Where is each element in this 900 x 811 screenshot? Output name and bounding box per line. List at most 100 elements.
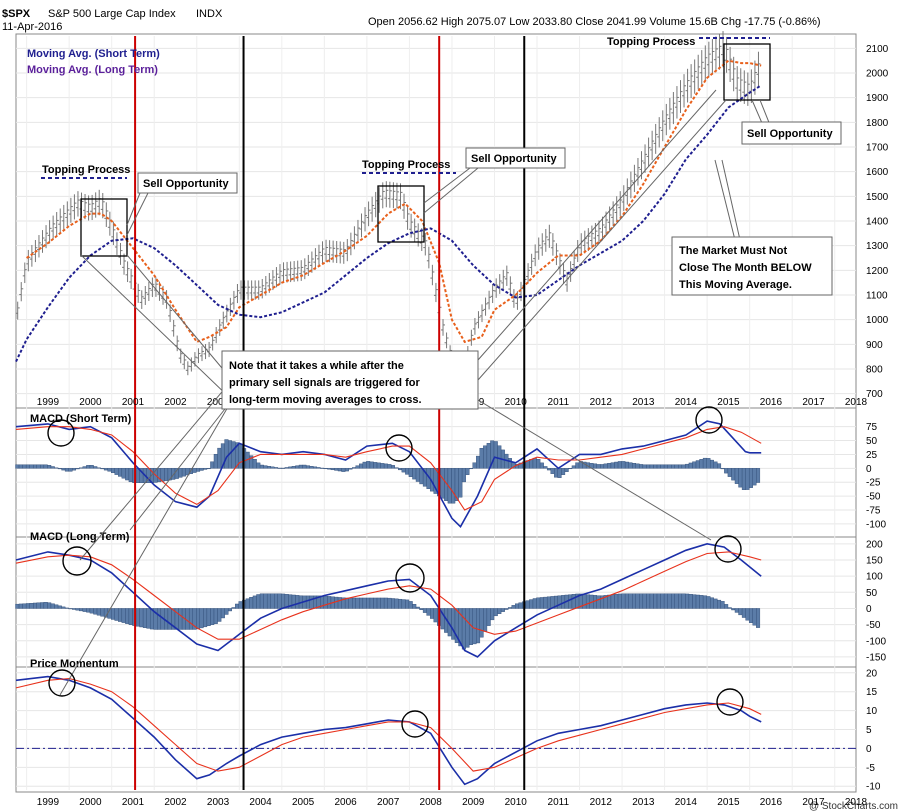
histogram-bar bbox=[670, 464, 675, 469]
x-tick-label-bottom: 2004 bbox=[249, 797, 272, 808]
y-tick-label: 2100 bbox=[866, 44, 889, 55]
date-label: 11-Apr-2016 bbox=[2, 21, 62, 33]
x-tick-label-bottom: 2003 bbox=[207, 797, 230, 808]
histogram-bar bbox=[359, 597, 364, 609]
market-note-box bbox=[671, 236, 833, 296]
histogram-bar bbox=[302, 464, 307, 469]
histogram-bar bbox=[738, 468, 743, 488]
histogram-bar bbox=[557, 595, 562, 609]
histogram-bar bbox=[405, 599, 410, 609]
x-tick-label-bottom: 2018 bbox=[845, 797, 868, 808]
histogram-bar bbox=[93, 608, 98, 615]
histogram-bar bbox=[440, 468, 445, 499]
x-tick-label-bottom: 2007 bbox=[377, 797, 400, 808]
histogram-bar bbox=[401, 599, 406, 609]
x-tick-label-top: 2017 bbox=[802, 397, 825, 408]
topping-box-2000 bbox=[80, 198, 128, 257]
histogram-bar bbox=[86, 608, 91, 613]
histogram-bar bbox=[741, 608, 746, 618]
x-tick-label-bottom: 2013 bbox=[632, 797, 655, 808]
sell-box-3 bbox=[741, 121, 842, 145]
histogram-bar bbox=[142, 608, 147, 628]
histogram-bar bbox=[656, 593, 661, 609]
histogram-bar bbox=[486, 608, 491, 626]
histogram-bar bbox=[64, 607, 69, 609]
histogram-bar bbox=[43, 602, 48, 609]
y-tick-label: 25 bbox=[866, 450, 878, 461]
histogram-bar bbox=[695, 460, 700, 469]
histogram-bar bbox=[196, 608, 201, 630]
histogram-bar bbox=[40, 602, 45, 609]
histogram-bar bbox=[600, 464, 605, 469]
cross-circle-macd-long-2000 bbox=[62, 546, 92, 576]
x-tick-label-bottom: 2009 bbox=[462, 797, 485, 808]
x-tick-label-bottom: 2011 bbox=[548, 797, 570, 808]
histogram-bar bbox=[738, 608, 743, 616]
histogram-bar bbox=[128, 608, 133, 625]
histogram-bar bbox=[327, 468, 332, 470]
histogram-bar bbox=[663, 464, 668, 469]
histogram-bar bbox=[554, 468, 559, 478]
histogram-bar bbox=[203, 468, 208, 470]
histogram-bar bbox=[681, 593, 686, 609]
histogram-bar bbox=[252, 595, 257, 609]
histogram-bar bbox=[624, 461, 629, 469]
legend-ma-short: Moving Avg. (Short Term) bbox=[27, 48, 160, 60]
histogram-bar bbox=[649, 464, 654, 469]
topping-box-2007 bbox=[377, 185, 425, 243]
histogram-bar bbox=[238, 601, 243, 609]
histogram-bar bbox=[511, 605, 516, 609]
histogram-bar bbox=[178, 608, 183, 630]
cross-circle-momentum-2015 bbox=[716, 688, 744, 716]
histogram-bar bbox=[497, 608, 502, 614]
x-tick-label-top: 1999 bbox=[37, 397, 60, 408]
histogram-bar bbox=[422, 608, 427, 613]
histogram-bar bbox=[717, 599, 722, 609]
y-tick-label: 200 bbox=[866, 539, 883, 550]
histogram-bar bbox=[185, 608, 190, 630]
histogram-bar bbox=[557, 468, 562, 478]
x-tick-label-top: 2012 bbox=[590, 397, 613, 408]
histogram-bar bbox=[86, 465, 91, 469]
histogram-bar bbox=[309, 595, 314, 609]
histogram-bar bbox=[536, 459, 541, 469]
histogram-bar bbox=[653, 593, 658, 609]
histogram-bar bbox=[57, 605, 62, 609]
histogram-bar bbox=[472, 608, 477, 645]
histogram-bar bbox=[748, 608, 753, 623]
histogram-bar bbox=[295, 465, 300, 469]
histogram-bar bbox=[621, 593, 626, 609]
histogram-bar bbox=[188, 608, 193, 630]
histogram-bar bbox=[79, 467, 84, 469]
histogram-bar bbox=[330, 468, 335, 471]
histogram-bar bbox=[366, 597, 371, 609]
histogram-bar bbox=[252, 459, 257, 469]
histogram-bar bbox=[419, 608, 424, 611]
y-tick-label: -100 bbox=[866, 519, 886, 530]
histogram-bar bbox=[490, 608, 495, 621]
histogram-bar bbox=[128, 468, 133, 483]
histogram-bar bbox=[756, 608, 761, 628]
y-tick-label: -150 bbox=[866, 652, 886, 663]
histogram-bar bbox=[752, 608, 757, 626]
y-tick-label: 20 bbox=[866, 668, 878, 679]
series-line-macd bbox=[15, 542, 762, 658]
histogram-bar bbox=[43, 464, 48, 469]
histogram-bar bbox=[745, 608, 750, 621]
watermark: @ StockCharts.com bbox=[809, 801, 898, 811]
histogram-bar bbox=[277, 593, 282, 609]
histogram-bar bbox=[79, 608, 84, 612]
histogram-bar bbox=[486, 443, 491, 469]
histogram-bar bbox=[479, 608, 484, 638]
histogram-bar bbox=[681, 464, 686, 469]
histogram-bar bbox=[635, 593, 640, 609]
histogram-bar bbox=[493, 608, 498, 617]
y-tick-label: 1000 bbox=[866, 315, 889, 326]
histogram-bar bbox=[369, 461, 374, 469]
histogram-bar bbox=[274, 467, 279, 469]
histogram-bar bbox=[22, 603, 27, 609]
histogram-bar bbox=[295, 595, 300, 609]
histogram-bar bbox=[713, 461, 718, 469]
histogram-bar bbox=[100, 608, 105, 617]
histogram-bar bbox=[75, 608, 80, 611]
